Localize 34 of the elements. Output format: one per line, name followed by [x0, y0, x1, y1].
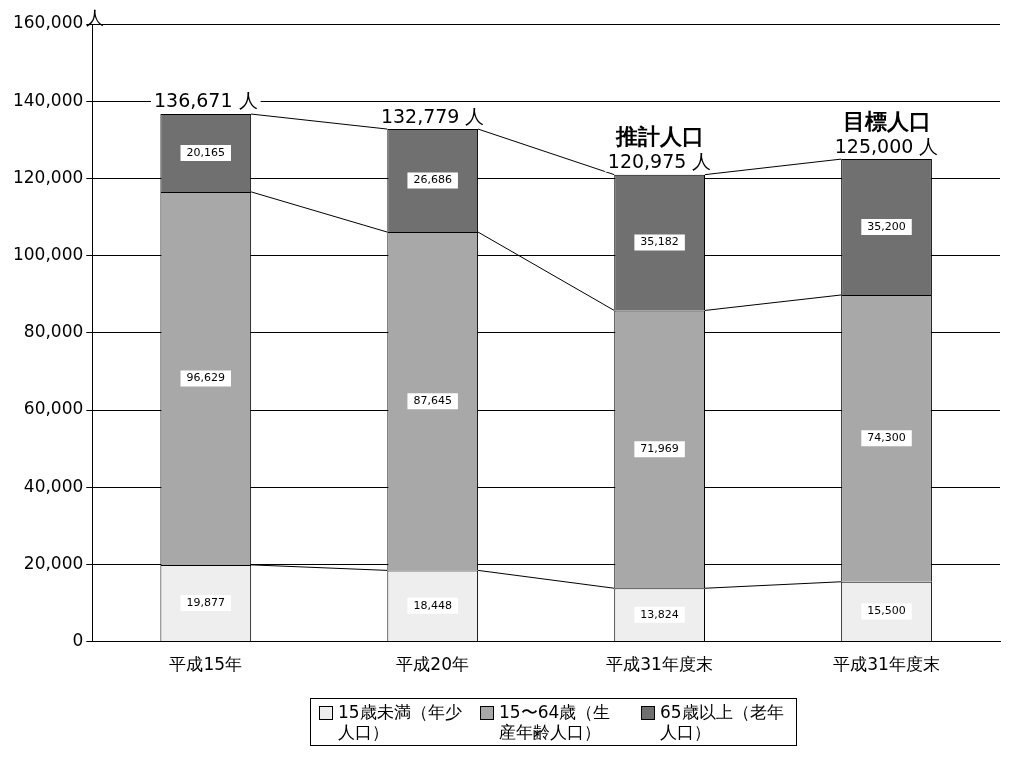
annotation: 目標人口 — [842, 108, 931, 134]
y-tick-label: 100,000 — [12, 244, 84, 265]
data-label: 19,877 — [186, 595, 226, 609]
x-tick-label: 平成15年 — [169, 654, 243, 675]
data-label: 13,824 — [640, 607, 679, 621]
total-label: 132,779 人 — [380, 104, 485, 127]
y-tick-label: 60,000 — [23, 398, 84, 419]
data-label: 35,182 — [640, 235, 679, 249]
data-label: 18,448 — [413, 598, 452, 612]
legend-label: 15歳未満（年少人口） — [338, 702, 463, 742]
y-tick-label: 40,000 — [23, 475, 84, 496]
legend-label: 15〜64歳（生産年齢人口） — [499, 702, 612, 742]
total-label: 125,000 人 — [834, 134, 939, 157]
x-tick-label: 平成31年度末 — [606, 654, 713, 675]
y-tick-label: 160,000 — [12, 12, 84, 33]
data-label: 71,969 — [640, 442, 679, 456]
data-label: 20,165 — [186, 145, 226, 159]
y-tick-label: 120,000 — [12, 166, 84, 187]
annotation: 推計人口 — [614, 124, 704, 150]
y-tick-label: 80,000 — [23, 321, 84, 342]
y-tick-label: 20,000 — [23, 552, 84, 573]
total-label: 120,975 人 — [607, 150, 712, 173]
x-tick-label: 平成31年度末 — [833, 654, 940, 675]
legend-label: 65歳以上（老年人口） — [660, 702, 785, 742]
data-label: 15,500 — [867, 604, 906, 618]
total-label: 136,671 人 — [153, 89, 258, 112]
data-label: 74,300 — [867, 431, 906, 445]
data-label: 96,629 — [186, 371, 226, 385]
data-label: 35,200 — [867, 219, 906, 233]
y-tick-label: 0 — [72, 630, 84, 651]
y-tick-label: 140,000 — [12, 89, 84, 110]
data-label: 26,686 — [413, 173, 452, 187]
x-tick-label: 平成20年 — [396, 654, 470, 675]
data-label: 87,645 — [413, 394, 452, 408]
